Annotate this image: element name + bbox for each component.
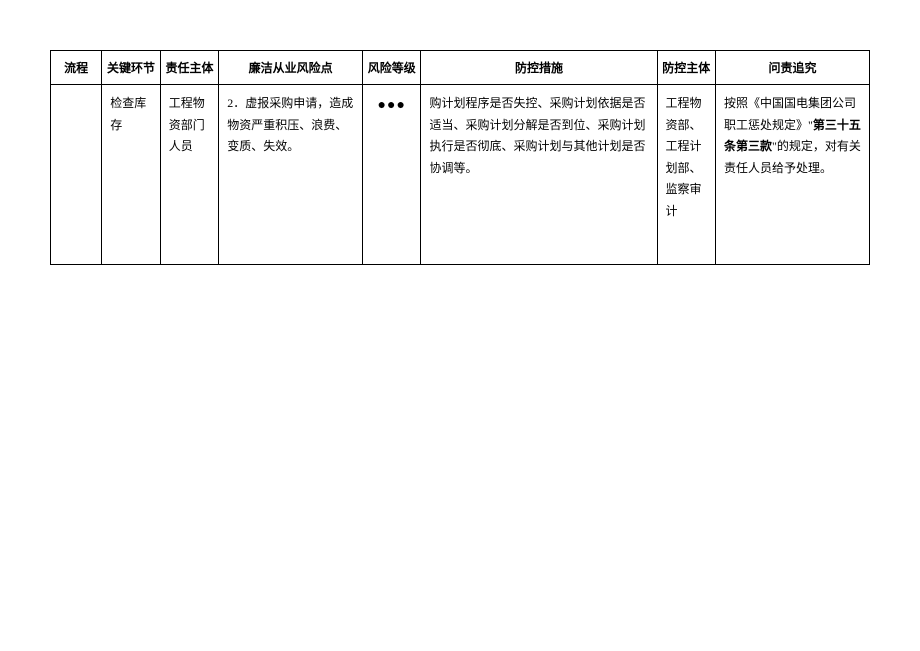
header-accountability: 问责追究 <box>716 51 870 85</box>
cell-accountability: 按照《中国国电集团公司职工惩处规定》"第三十五条第三款"的规定，对有关责任人员给… <box>716 85 870 265</box>
cell-process <box>51 85 102 265</box>
cell-measures: 购计划程序是否失控、采购计划依据是否适当、采购计划分解是否到位、采购计划执行是否… <box>421 85 657 265</box>
cell-resp-body: 工程物资部门人员 <box>160 85 219 265</box>
header-resp-body: 责任主体 <box>160 51 219 85</box>
risk-control-table: 流程 关键环节 责任主体 廉洁从业风险点 风险等级 防控措施 防控主体 问责追究… <box>50 50 870 265</box>
header-measures: 防控措施 <box>421 51 657 85</box>
header-key-step: 关键环节 <box>102 51 161 85</box>
cell-risk-point: 2．虚报采购申请，造成物资严重积压、浪费、变质、失效。 <box>219 85 363 265</box>
table-header: 流程 关键环节 责任主体 廉洁从业风险点 风险等级 防控措施 防控主体 问责追究 <box>51 51 870 85</box>
cell-key-step: 检查库存 <box>102 85 161 265</box>
cell-control-body: 工程物资部、工程计划部、监察审计 <box>657 85 716 265</box>
table-body: 检查库存 工程物资部门人员 2．虚报采购申请，造成物资严重积压、浪费、变质、失效… <box>51 85 870 265</box>
header-risk-level: 风险等级 <box>362 51 421 85</box>
header-row: 流程 关键环节 责任主体 廉洁从业风险点 风险等级 防控措施 防控主体 问责追究 <box>51 51 870 85</box>
cell-risk-level: ●●● <box>362 85 421 265</box>
header-process: 流程 <box>51 51 102 85</box>
header-control-body: 防控主体 <box>657 51 716 85</box>
header-risk-point: 廉洁从业风险点 <box>219 51 363 85</box>
table-row: 检查库存 工程物资部门人员 2．虚报采购申请，造成物资严重积压、浪费、变质、失效… <box>51 85 870 265</box>
page-container: 流程 关键环节 责任主体 廉洁从业风险点 风险等级 防控措施 防控主体 问责追究… <box>50 50 870 265</box>
